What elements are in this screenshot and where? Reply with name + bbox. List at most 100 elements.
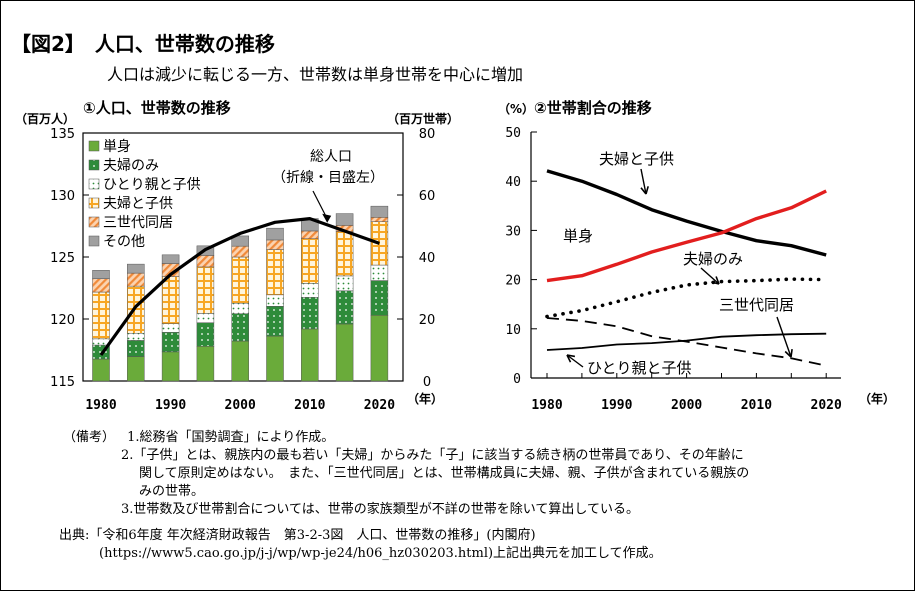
legend-label-couple_children: 夫婦と子供 <box>103 195 173 212</box>
bar-segment-three_gen <box>127 272 145 287</box>
bar-segment-single_parent <box>370 264 389 281</box>
right-chart-y-tick-label: 0 <box>513 372 521 387</box>
bar-segment-couple_children <box>161 276 180 324</box>
left-y-tick-label: 115 <box>50 375 75 390</box>
bar-segment-couple_only <box>335 290 354 325</box>
legend-swatch-single_parent <box>88 178 100 190</box>
series-label-single: 単身 <box>563 227 593 245</box>
right-y-tick-label: 40 <box>419 251 436 266</box>
bar-segment-single_parent <box>301 283 319 298</box>
left-axis-unit: （百万人） <box>15 111 75 126</box>
series-label-arrow-single-parent <box>566 354 584 368</box>
right-x-unit: （年） <box>859 391 895 406</box>
population-annotation-arrowhead <box>322 213 332 223</box>
notes-label: （備考） <box>63 430 116 445</box>
left-y-tick-label: 125 <box>50 251 75 266</box>
source-line-1: 出典:「令和6年度 年次経済財政報告 第3-2-3図 人口、世帯数の推移」(内閣… <box>59 528 536 543</box>
series-line-couple-children <box>546 169 827 257</box>
right-y-tick-label: 80 <box>419 127 436 142</box>
series-label-couple-children: 夫婦と子供 <box>599 150 674 168</box>
series-label-arrowhead-three-gen <box>784 348 793 358</box>
note-item-1: 1.総務省「国勢調査」により作成。 <box>127 430 335 445</box>
series-label-single-parent: ひとり親と子供 <box>587 359 692 377</box>
left-y-tick-label: 135 <box>50 127 75 142</box>
series-line-single <box>546 189 827 283</box>
series-line-single-parent <box>546 332 827 351</box>
left-x-unit: （年） <box>407 391 443 406</box>
bar-segment-three_gen <box>266 239 284 250</box>
bar-segment-single <box>92 358 110 382</box>
bar-segment-couple_only <box>370 280 389 316</box>
bar-segment-single_parent <box>196 313 215 323</box>
right-plot: 0 10 20 30 40 50 1980 1990 2000 2010 2020 夫婦と子供単身夫婦… <box>505 126 842 413</box>
right-chart-x-tick-label: 1990 <box>601 398 632 413</box>
legend-swatch-single <box>88 140 100 152</box>
bar-segment-couple_children <box>301 238 319 284</box>
left-y-tick-label: 120 <box>50 313 75 328</box>
bar-segment-other <box>231 235 249 247</box>
note-item-2: 2.「子供」とは、親族内の最も若い「夫婦」からみた「子」に該当する続き柄の世帯員… <box>121 448 744 463</box>
bar-segment-couple_children <box>92 291 110 340</box>
population-annotation-2: （折線・目盛左） <box>272 170 384 186</box>
series-label-arrow-three-gen <box>776 316 792 358</box>
bar-segment-single_parent <box>266 294 284 307</box>
series-label-arrow-couple-only <box>700 267 720 285</box>
series-line-couple-only <box>545 277 828 319</box>
right-chart-y-tick-label: 50 <box>505 126 521 141</box>
bar-segment-three_gen <box>301 230 319 239</box>
population-annotation-1: 総人口 <box>310 149 352 165</box>
right-chart-y-tick-label: 30 <box>505 224 521 239</box>
bar-segment-couple_only <box>301 297 319 330</box>
figure-title: 【図2】 人口、世帯数の推移 <box>11 32 275 56</box>
right-chart-x-tick-label: 2020 <box>811 398 842 413</box>
note-item-2-end: みの世帯。 <box>139 484 205 499</box>
series-label-couple-only: 夫婦のみ <box>683 250 743 268</box>
legend-label-three_gen: 三世代同居 <box>103 215 173 231</box>
right-chart-x-tick-label: 2010 <box>741 398 772 413</box>
series-label-arrowhead-couple-only <box>711 276 720 285</box>
bar-segment-single <box>196 346 215 382</box>
bar-segment-three_gen <box>370 217 389 222</box>
bar-segment-couple_only <box>161 332 180 353</box>
bar-segment-couple_children <box>231 256 249 304</box>
series-label-arrow-couple-children <box>640 168 647 195</box>
series-line-three-gen <box>546 317 827 367</box>
right-chart-x-tick-label: 1980 <box>531 398 562 413</box>
bar-segment-single <box>127 356 145 382</box>
series-label-arrowhead-couple-children <box>640 186 649 195</box>
bar-segment-single <box>335 323 354 382</box>
bar-segment-single <box>161 351 180 382</box>
left-x-tick-label: 2010 <box>294 398 325 413</box>
left-y-tick-label: 130 <box>50 189 75 204</box>
left-x-tick-label: 2000 <box>225 398 256 413</box>
bar-segment-single <box>266 335 284 382</box>
right-y-tick-label: 60 <box>419 189 436 204</box>
bar-segment-single_parent <box>127 333 145 341</box>
bar-segment-other <box>161 254 180 264</box>
bar-segment-other <box>92 270 110 279</box>
bar-segment-three_gen <box>196 255 215 268</box>
legend-swatch-three_gen <box>88 216 100 228</box>
legend-label-single: 単身 <box>103 139 131 155</box>
right-axis-unit: （百万世帯） <box>387 111 459 126</box>
source-line-2: (https://www5.cao.go.jp/j-j/wp/wp-je24/h… <box>99 546 662 561</box>
legend-swatch-couple_only <box>88 159 100 171</box>
figure-subtitle: 人口は減少に転じる一方、世帯数は単身世帯を中心に増加 <box>107 65 524 84</box>
right-chart-y-tick-label: 10 <box>505 323 521 338</box>
bar-segment-other <box>127 263 145 274</box>
bar-segment-couple_only <box>127 340 145 357</box>
legend-label-couple_only: 夫婦のみ <box>103 157 159 174</box>
bar-segment-single <box>301 328 319 382</box>
bar-segment-single <box>231 340 249 382</box>
left-chart-title: ①人口、世帯数の推移 <box>83 99 231 117</box>
series-label-arrowhead-single-parent <box>566 354 576 363</box>
population-annotation-arrow <box>312 190 328 220</box>
note-item-2-cont: 関して原則定めはない。 また、「三世代同居」とは、世帯構成員に夫婦、親、子供が含… <box>139 466 750 481</box>
left-plot: 115 120 125 130 135 0 20 40 60 80 1980 1990 2000 2010… <box>50 127 435 413</box>
right-y-tick-label: 20 <box>419 313 436 328</box>
right-y-unit: （%） <box>498 101 534 116</box>
bar-segment-single_parent <box>161 323 180 333</box>
bar-segment-three_gen <box>231 245 249 258</box>
notes-block: （備考） 1.総務省「国勢調査」により作成。 2.「子供」とは、親族内の最も若い… <box>59 429 803 563</box>
